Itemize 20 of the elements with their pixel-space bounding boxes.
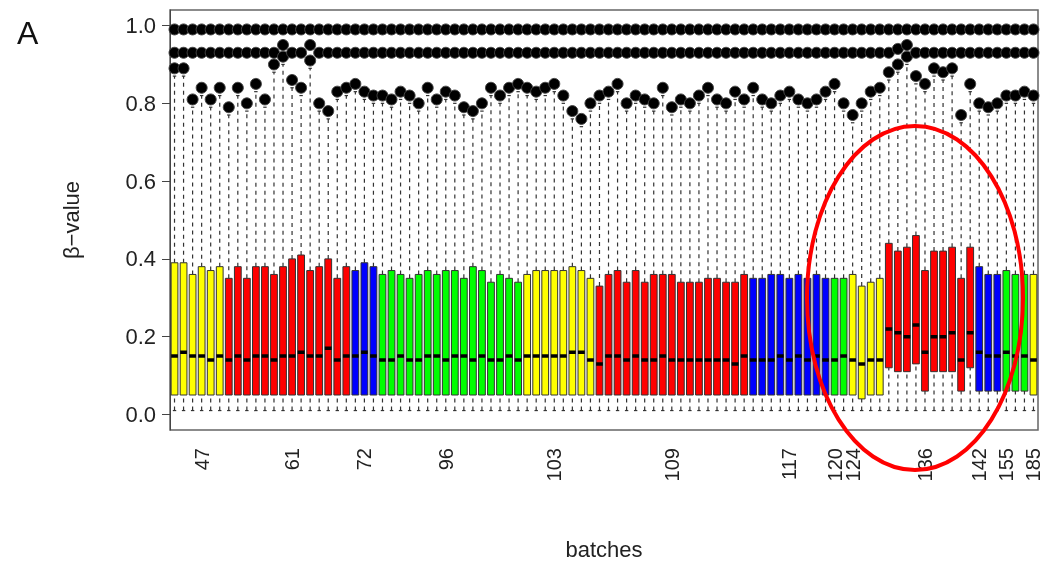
x-tick-label: 47 bbox=[190, 448, 213, 471]
y-tick-label: 0.2 bbox=[125, 324, 156, 350]
x-tick-label: 185 bbox=[1022, 448, 1045, 482]
y-tick-label: 1.0 bbox=[125, 13, 156, 39]
x-tick-label: 109 bbox=[660, 448, 683, 482]
x-tick-label: 136 bbox=[913, 448, 936, 482]
x-tick-label: 117 bbox=[778, 448, 801, 480]
y-tick-label: 0.0 bbox=[125, 401, 156, 427]
y-tick-label: 0.8 bbox=[125, 90, 156, 116]
y-tick-label: 0.6 bbox=[125, 168, 156, 194]
y-axis-title: β−value bbox=[58, 180, 84, 260]
x-tick-label: 96 bbox=[434, 448, 457, 471]
chart-title: A bbox=[17, 15, 39, 51]
x-tick-label: 72 bbox=[353, 448, 376, 471]
x-tick-label: 61 bbox=[281, 448, 304, 471]
x-tick-label: 103 bbox=[543, 448, 566, 482]
x-tick-label: 142 bbox=[968, 448, 991, 482]
y-tick-label: 0.4 bbox=[125, 246, 156, 272]
x-axis-title: batches bbox=[565, 536, 643, 562]
x-tick-label: 155 bbox=[995, 448, 1018, 482]
